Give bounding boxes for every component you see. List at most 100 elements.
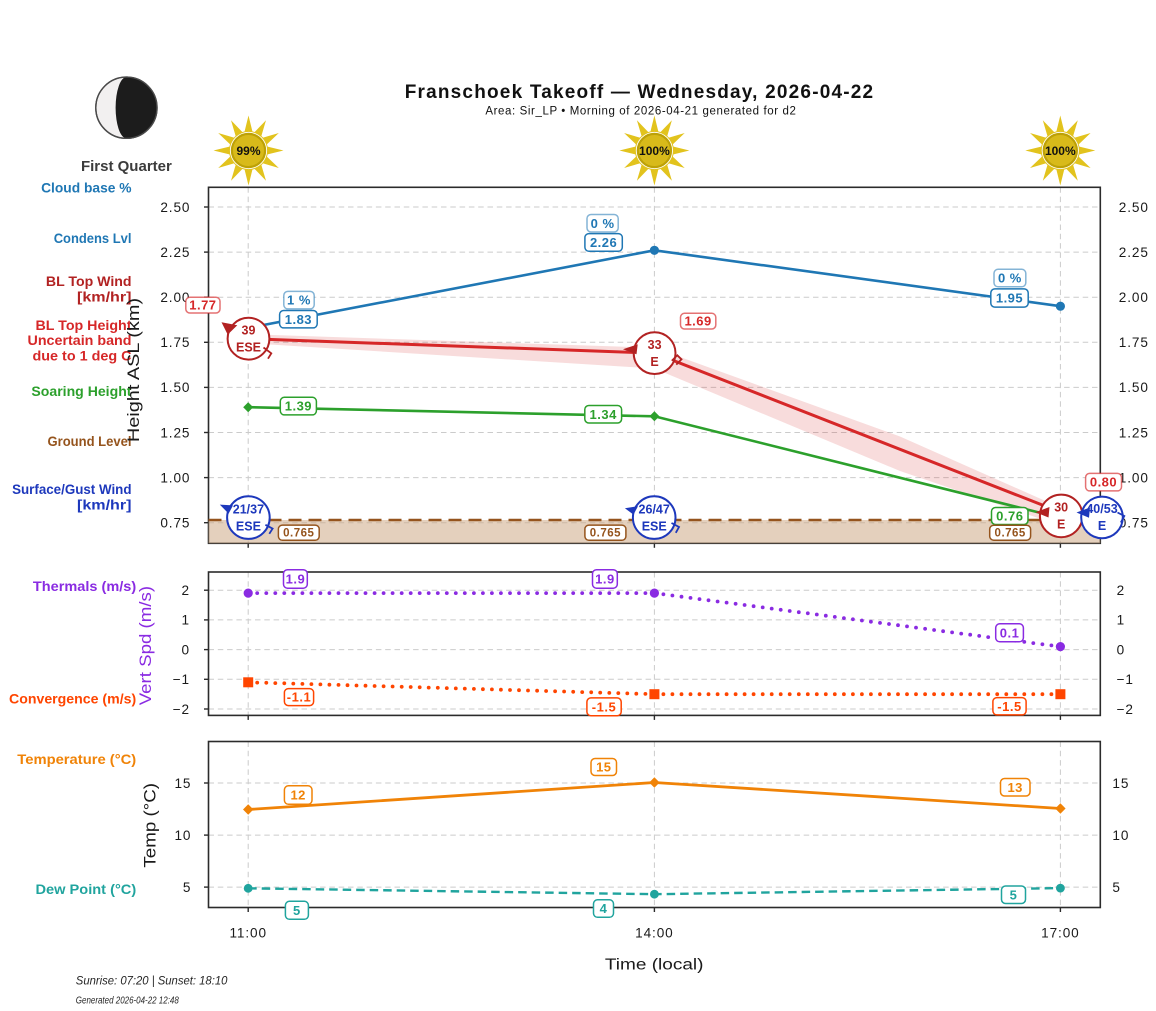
svg-text:2: 2 (1117, 583, 1125, 598)
svg-text:Vert Spd (m/s): Vert Spd (m/s) (137, 586, 155, 705)
svg-text:E: E (1057, 518, 1065, 532)
svg-text:Condens Lvl: Condens Lvl (54, 231, 132, 246)
svg-text:Temp (°C): Temp (°C) (141, 783, 159, 868)
svg-text:−2: −2 (1117, 702, 1134, 717)
svg-text:1: 1 (182, 613, 190, 628)
svg-text:1.77: 1.77 (189, 298, 216, 313)
svg-text:Convergence (m/s): Convergence (m/s) (9, 692, 136, 707)
svg-text:1.75: 1.75 (160, 335, 190, 350)
svg-text:Sunrise: 07:20 | Sunset: 18:10: Sunrise: 07:20 | Sunset: 18:10 (76, 973, 228, 987)
svg-text:1.25: 1.25 (1119, 425, 1149, 440)
svg-text:[km/hr]: [km/hr] (77, 497, 132, 512)
svg-text:100%: 100% (639, 144, 670, 158)
svg-text:2.50: 2.50 (160, 200, 190, 215)
svg-text:0.765: 0.765 (283, 528, 314, 540)
svg-text:-1.5: -1.5 (592, 699, 616, 714)
svg-text:Soaring Height: Soaring Height (31, 384, 132, 399)
svg-text:10: 10 (174, 828, 191, 843)
svg-text:0 %: 0 % (591, 216, 615, 231)
svg-text:15: 15 (596, 760, 611, 775)
svg-text:4: 4 (600, 901, 608, 916)
svg-text:26/47: 26/47 (639, 502, 670, 516)
svg-text:2: 2 (182, 583, 190, 598)
svg-text:14:00: 14:00 (635, 926, 674, 941)
svg-text:0.80: 0.80 (1090, 475, 1117, 490)
svg-text:10: 10 (1112, 828, 1129, 843)
svg-text:Ground Level: Ground Level (48, 434, 132, 449)
svg-text:2.00: 2.00 (160, 290, 190, 305)
svg-text:30: 30 (1054, 501, 1068, 515)
svg-text:1.50: 1.50 (1119, 380, 1149, 395)
svg-text:1.34: 1.34 (590, 407, 618, 422)
svg-text:BL Top Wind: BL Top Wind (46, 274, 132, 289)
svg-text:13: 13 (1007, 780, 1022, 795)
svg-text:E: E (650, 355, 658, 369)
svg-text:33: 33 (648, 338, 662, 352)
svg-text:0: 0 (1117, 642, 1125, 657)
svg-text:12: 12 (290, 788, 305, 803)
svg-text:40/53: 40/53 (1086, 502, 1117, 516)
svg-text:2.00: 2.00 (1119, 290, 1149, 305)
svg-text:2.50: 2.50 (1119, 200, 1149, 215)
svg-text:0.75: 0.75 (160, 516, 190, 531)
svg-text:ESE: ESE (642, 519, 667, 533)
svg-text:100%: 100% (1045, 144, 1076, 158)
svg-text:5: 5 (293, 903, 301, 918)
svg-text:15: 15 (1112, 776, 1129, 791)
svg-text:1.69: 1.69 (684, 314, 711, 329)
svg-text:1.83: 1.83 (285, 312, 312, 327)
svg-text:E: E (1098, 519, 1106, 533)
svg-text:Thermals (m/s): Thermals (m/s) (33, 579, 136, 594)
svg-text:1: 1 (1117, 613, 1125, 628)
svg-text:1.00: 1.00 (160, 470, 190, 485)
svg-text:due to 1 deg C: due to 1 deg C (33, 348, 132, 363)
svg-text:Temperature (°C): Temperature (°C) (17, 752, 136, 767)
svg-text:−1: −1 (173, 672, 190, 687)
svg-text:-1.5: -1.5 (997, 699, 1021, 714)
svg-text:[km/hr]: [km/hr] (77, 290, 132, 305)
svg-text:ESE: ESE (236, 341, 261, 355)
svg-text:Cloud base %: Cloud base % (41, 180, 131, 195)
svg-text:15: 15 (174, 776, 191, 791)
svg-text:0.75: 0.75 (1119, 516, 1149, 531)
svg-text:0: 0 (182, 642, 190, 657)
svg-text:1.39: 1.39 (285, 399, 312, 414)
svg-text:BL Top Height: BL Top Height (36, 318, 133, 333)
svg-text:5: 5 (1010, 887, 1018, 902)
svg-text:2.26: 2.26 (590, 235, 617, 250)
svg-text:-1.1: -1.1 (287, 690, 311, 705)
svg-text:21/37: 21/37 (233, 502, 264, 516)
svg-text:11:00: 11:00 (229, 926, 267, 941)
svg-text:1.9: 1.9 (286, 572, 306, 587)
svg-text:1.95: 1.95 (996, 291, 1023, 306)
svg-text:Area: Sir_LP • Morning of 2026: Area: Sir_LP • Morning of 2026-04-21 gen… (485, 105, 796, 117)
svg-text:99%: 99% (236, 144, 260, 158)
svg-text:Dew Point (°C): Dew Point (°C) (36, 882, 137, 897)
svg-text:5: 5 (1112, 880, 1120, 895)
svg-text:Uncertain band: Uncertain band (28, 333, 132, 348)
svg-text:Height ASL (km): Height ASL (km) (125, 298, 143, 442)
svg-text:1.50: 1.50 (160, 380, 190, 395)
svg-text:ESE: ESE (236, 519, 261, 533)
svg-text:0.765: 0.765 (590, 528, 621, 540)
svg-text:0 %: 0 % (998, 271, 1022, 286)
svg-text:Surface/Gust Wind: Surface/Gust Wind (12, 482, 131, 497)
svg-text:0.1: 0.1 (1000, 625, 1020, 640)
svg-text:5: 5 (183, 880, 191, 895)
svg-text:1.00: 1.00 (1119, 470, 1149, 485)
svg-text:Time (local): Time (local) (605, 956, 704, 973)
svg-text:1.9: 1.9 (595, 572, 615, 587)
svg-text:Franschoek Takeoff — Wednesday: Franschoek Takeoff — Wednesday, 2026-04-… (405, 82, 875, 103)
svg-text:17:00: 17:00 (1041, 926, 1080, 941)
svg-text:0.765: 0.765 (995, 528, 1026, 540)
svg-text:0.76: 0.76 (996, 509, 1023, 524)
svg-text:−1: −1 (1117, 672, 1134, 687)
svg-text:Generated 2026-04-22 12:48: Generated 2026-04-22 12:48 (76, 995, 179, 1006)
svg-text:39: 39 (242, 323, 256, 337)
svg-text:1.75: 1.75 (1119, 335, 1149, 350)
svg-text:2.25: 2.25 (1119, 245, 1149, 260)
svg-text:−2: −2 (173, 702, 190, 717)
svg-text:1 %: 1 % (287, 293, 311, 308)
svg-text:2.25: 2.25 (160, 245, 190, 260)
svg-text:1.25: 1.25 (160, 425, 190, 440)
